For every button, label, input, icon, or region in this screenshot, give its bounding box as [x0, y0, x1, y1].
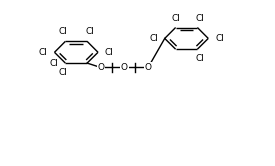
Text: O: O: [145, 63, 152, 72]
Text: Cl: Cl: [171, 14, 180, 23]
Text: Cl: Cl: [58, 68, 67, 77]
Text: Cl: Cl: [58, 28, 67, 37]
Text: O: O: [121, 63, 128, 72]
Text: O: O: [97, 63, 104, 72]
Text: Cl: Cl: [86, 28, 94, 37]
Text: Cl: Cl: [196, 54, 205, 63]
Text: Cl: Cl: [105, 48, 114, 57]
Text: Cl: Cl: [215, 34, 224, 43]
Text: Cl: Cl: [50, 59, 59, 68]
Text: Cl: Cl: [39, 48, 48, 57]
Text: Cl: Cl: [196, 14, 205, 23]
Text: Cl: Cl: [149, 34, 158, 43]
